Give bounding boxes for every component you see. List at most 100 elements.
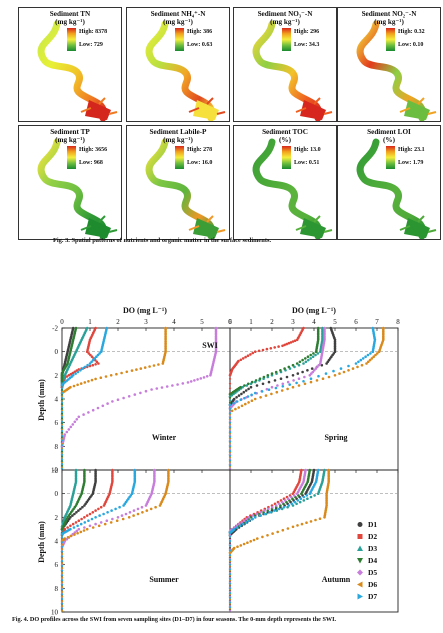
legend-label: D3 xyxy=(368,544,377,553)
river-map xyxy=(145,138,226,239)
data-point xyxy=(296,372,300,375)
data-point xyxy=(342,370,346,374)
legend-low-value: Low: 16.0 xyxy=(187,160,213,166)
data-point xyxy=(321,377,325,380)
data-point xyxy=(293,339,297,342)
x-tick-label: 8 xyxy=(396,318,400,326)
data-point xyxy=(60,448,64,451)
data-point xyxy=(228,440,232,443)
data-point xyxy=(91,358,95,362)
data-point xyxy=(292,379,295,382)
data-point xyxy=(281,385,285,388)
data-point xyxy=(125,370,129,374)
data-point xyxy=(79,382,83,385)
data-point xyxy=(374,353,377,357)
data-point xyxy=(87,519,90,522)
legend-high-value: High: 13.0 xyxy=(294,147,321,153)
data-point xyxy=(266,374,270,377)
map-panel: Sediment LOI (%) High: 23.1 Low: 1.79 xyxy=(337,125,441,240)
season-label: Spring xyxy=(324,433,347,442)
data-point xyxy=(81,505,84,509)
legend-marker xyxy=(357,522,363,527)
data-point xyxy=(75,529,79,533)
data-point xyxy=(69,534,73,538)
data-point xyxy=(305,521,308,524)
data-point xyxy=(171,384,174,387)
data-point xyxy=(73,533,76,536)
data-point xyxy=(274,504,278,507)
y-tick-label: 4 xyxy=(55,396,59,404)
data-point xyxy=(60,562,64,565)
map-panel-title: Sediment LOI (%) xyxy=(338,128,440,144)
data-point xyxy=(104,375,108,378)
data-point xyxy=(96,353,100,357)
data-point xyxy=(360,363,364,367)
y-tick-label: -2 xyxy=(52,325,58,333)
map-title-unit: (mg kg⁻¹) xyxy=(163,136,193,144)
data-point xyxy=(85,350,89,353)
x-tick-label: 0 xyxy=(60,318,64,326)
legend-label: D1 xyxy=(368,520,377,529)
map-title-unit: (mg kg⁻¹) xyxy=(55,136,85,144)
data-point xyxy=(314,518,317,522)
data-point xyxy=(279,369,282,372)
data-point xyxy=(228,464,232,467)
data-point xyxy=(228,467,232,470)
data-point xyxy=(228,609,232,612)
data-point xyxy=(228,393,232,396)
data-point xyxy=(69,425,73,429)
data-point xyxy=(270,372,274,375)
legend-marker xyxy=(357,593,363,600)
data-point xyxy=(237,406,240,409)
data-point xyxy=(99,521,103,524)
data-point xyxy=(264,394,268,397)
data-point xyxy=(286,527,290,530)
data-point xyxy=(300,492,303,495)
data-point xyxy=(359,358,363,362)
river-map xyxy=(252,138,333,239)
x-axis-title: DO (mg L⁻¹) xyxy=(292,306,336,315)
river-map xyxy=(37,138,118,239)
data-point xyxy=(280,500,284,504)
data-point xyxy=(265,347,269,351)
data-point xyxy=(97,507,100,511)
data-point xyxy=(369,352,372,355)
data-point xyxy=(228,606,232,609)
data-point xyxy=(263,512,267,516)
data-point xyxy=(71,371,75,375)
data-point xyxy=(265,387,269,391)
data-point xyxy=(259,511,262,514)
data-point xyxy=(79,369,82,372)
data-point xyxy=(247,401,250,404)
data-point xyxy=(87,411,90,414)
data-point xyxy=(299,497,303,500)
data-point xyxy=(60,396,64,399)
data-point xyxy=(241,385,244,389)
data-point xyxy=(307,358,310,362)
data-point xyxy=(97,362,100,365)
data-point xyxy=(72,384,76,388)
data-point xyxy=(91,363,95,367)
data-point xyxy=(228,573,232,576)
data-point xyxy=(228,412,232,415)
data-point xyxy=(257,349,261,353)
data-point xyxy=(323,516,326,519)
data-point xyxy=(228,558,232,561)
data-point xyxy=(311,355,315,358)
data-point xyxy=(228,568,232,571)
data-point xyxy=(255,512,258,516)
data-point xyxy=(152,364,156,367)
data-point xyxy=(308,492,312,495)
map-title-text: Sediment Labile-P xyxy=(149,128,207,136)
y-tick-label: 10 xyxy=(51,467,59,475)
x-tick-label: 6 xyxy=(228,318,232,326)
data-point xyxy=(91,408,95,412)
data-point xyxy=(236,545,239,548)
data-point xyxy=(228,459,232,462)
data-point xyxy=(60,415,64,418)
legend-low-value: Low: 968 xyxy=(79,160,103,166)
data-point xyxy=(94,363,97,366)
data-point xyxy=(309,377,313,380)
x-tick-label: 2 xyxy=(270,318,274,326)
data-point xyxy=(316,365,319,369)
